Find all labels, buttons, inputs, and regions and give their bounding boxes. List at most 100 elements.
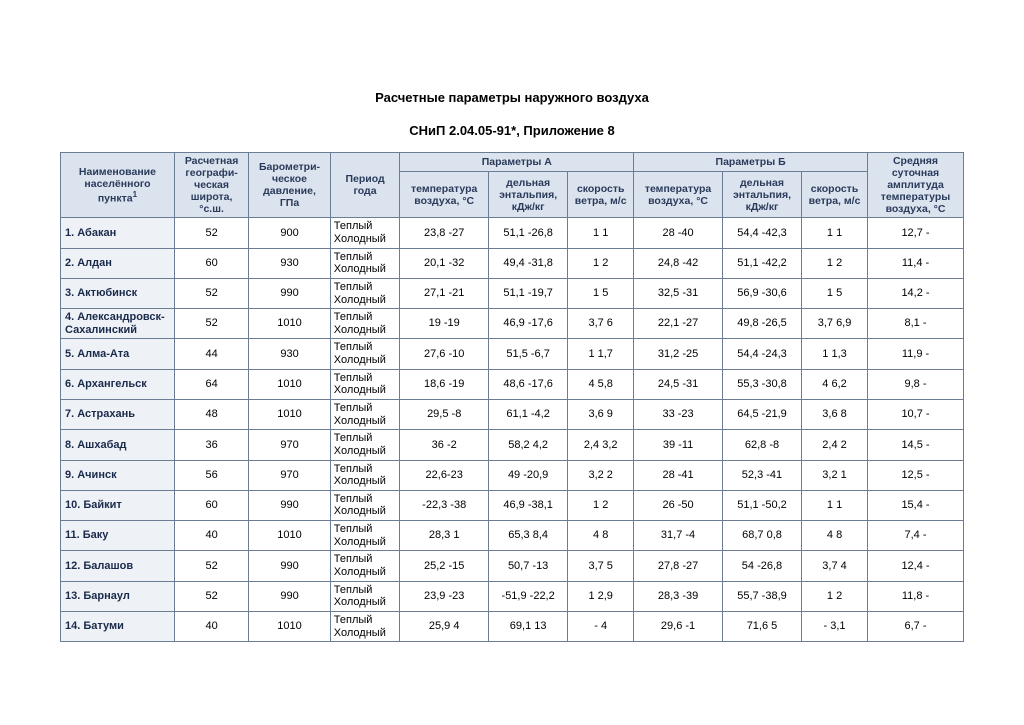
cell-period: ТеплыйХолодный (330, 248, 400, 278)
cell-b-temp: 24,8 -42 (634, 248, 723, 278)
table-row: 7. Астрахань481010ТеплыйХолодный29,5 -86… (61, 400, 964, 430)
table-row: 10. Байкит60990ТеплыйХолодный-22,3 -3846… (61, 490, 964, 520)
cell-baro: 1010 (249, 309, 331, 339)
cell-period: ТеплыйХолодный (330, 309, 400, 339)
col-lat: Расчетная географи­ческая широта, °с.ш. (174, 153, 248, 218)
table-row: 9. Ачинск56970ТеплыйХолодный22,6-2349 -2… (61, 460, 964, 490)
cell-b-temp: 24,5 -31 (634, 369, 723, 399)
cell-a-wind: 1 5 (568, 278, 634, 308)
cell-b-enth: 62,8 -8 (722, 430, 801, 460)
cell-b-enth: 71,6 5 (722, 611, 801, 641)
cell-a-temp: 28,3 1 (400, 521, 489, 551)
cell-lat: 36 (174, 430, 248, 460)
cell-name: 3. Актюбинск (61, 278, 175, 308)
cell-name: 13. Барнаул (61, 581, 175, 611)
cell-b-enth: 54 -26,8 (722, 551, 801, 581)
cell-a-temp: 25,9 4 (400, 611, 489, 641)
table-row: 1. Абакан52900ТеплыйХолодный23,8 -2751,1… (61, 218, 964, 248)
cell-period: ТеплыйХолодный (330, 521, 400, 551)
cell-a-enth: 51,5 -6,7 (489, 339, 568, 369)
cell-period: ТеплыйХолодный (330, 460, 400, 490)
cell-b-temp: 28,3 -39 (634, 581, 723, 611)
cell-b-wind: 1 2 (802, 581, 868, 611)
cell-name: 8. Ашхабад (61, 430, 175, 460)
table-row: 12. Балашов52990ТеплыйХолодный25,2 -1550… (61, 551, 964, 581)
cell-a-temp: 23,9 -23 (400, 581, 489, 611)
cell-amp: 12,4 - (868, 551, 964, 581)
cell-name: 2. Алдан (61, 248, 175, 278)
cell-b-temp: 32,5 -31 (634, 278, 723, 308)
cell-b-wind: 3,6 8 (802, 400, 868, 430)
cell-baro: 970 (249, 430, 331, 460)
cell-b-enth: 52,3 -41 (722, 460, 801, 490)
page-subtitle: СНиП 2.04.05-91*, Приложение 8 (60, 123, 964, 138)
cell-amp: 11,8 - (868, 581, 964, 611)
cell-b-enth: 54,4 -24,3 (722, 339, 801, 369)
cell-amp: 6,7 - (868, 611, 964, 641)
cell-a-wind: 1 2 (568, 490, 634, 520)
cell-name: 9. Ачинск (61, 460, 175, 490)
cell-a-enth: 49,4 -31,8 (489, 248, 568, 278)
cell-lat: 52 (174, 309, 248, 339)
col-b-temp: температура воздуха, °С (634, 172, 723, 218)
cell-b-wind: 4 8 (802, 521, 868, 551)
cell-a-enth: 49 -20,9 (489, 460, 568, 490)
table-row: 3. Актюбинск52990ТеплыйХолодный27,1 -215… (61, 278, 964, 308)
cell-period: ТеплыйХолодный (330, 339, 400, 369)
cell-b-wind: 2,4 2 (802, 430, 868, 460)
cell-b-temp: 33 -23 (634, 400, 723, 430)
cell-b-temp: 22,1 -27 (634, 309, 723, 339)
cell-lat: 48 (174, 400, 248, 430)
cell-a-wind: 1 1,7 (568, 339, 634, 369)
col-a-temp: температура воздуха, °С (400, 172, 489, 218)
table-row: 11. Баку401010ТеплыйХолодный28,3 165,3 8… (61, 521, 964, 551)
cell-period: ТеплыйХолодный (330, 400, 400, 430)
cell-a-enth: 61,1 -4,2 (489, 400, 568, 430)
cell-a-wind: 4 5,8 (568, 369, 634, 399)
cell-b-temp: 31,2 -25 (634, 339, 723, 369)
cell-b-temp: 27,8 -27 (634, 551, 723, 581)
cell-baro: 1010 (249, 521, 331, 551)
cell-a-wind: 1 2,9 (568, 581, 634, 611)
cell-period: ТеплыйХолодный (330, 611, 400, 641)
cell-amp: 14,5 - (868, 430, 964, 460)
cell-b-wind: 1 2 (802, 248, 868, 278)
col-b-enth: дельная энтальпия, кДж/кг (722, 172, 801, 218)
cell-amp: 12,7 - (868, 218, 964, 248)
header-row-1: Наименование населённого пункта1 Расчетн… (61, 153, 964, 172)
cell-amp: 7,4 - (868, 521, 964, 551)
cell-b-wind: 3,2 1 (802, 460, 868, 490)
cell-a-wind: 1 1 (568, 218, 634, 248)
cell-baro: 990 (249, 551, 331, 581)
cell-period: ТеплыйХолодный (330, 581, 400, 611)
cell-period: ТеплыйХолодный (330, 278, 400, 308)
cell-name: 5. Алма-Ата (61, 339, 175, 369)
col-a-wind: скорость ветра, м/с (568, 172, 634, 218)
col-group-b: Параметры Б (634, 153, 868, 172)
cell-b-enth: 56,9 -30,6 (722, 278, 801, 308)
cell-baro: 990 (249, 490, 331, 520)
cell-baro: 1010 (249, 400, 331, 430)
col-b-wind: скорость ветра, м/с (802, 172, 868, 218)
cell-lat: 52 (174, 551, 248, 581)
cell-name: 10. Байкит (61, 490, 175, 520)
cell-a-temp: 27,1 -21 (400, 278, 489, 308)
cell-a-wind: 1 2 (568, 248, 634, 278)
table-row: 6. Архангельск641010ТеплыйХолодный18,6 -… (61, 369, 964, 399)
cell-a-temp: 18,6 -19 (400, 369, 489, 399)
cell-a-enth: 51,1 -26,8 (489, 218, 568, 248)
table-row: 2. Алдан60930ТеплыйХолодный20,1 -3249,4 … (61, 248, 964, 278)
cell-a-temp: 27,6 -10 (400, 339, 489, 369)
cell-period: ТеплыйХолодный (330, 369, 400, 399)
cell-lat: 52 (174, 278, 248, 308)
col-group-a: Параметры А (400, 153, 634, 172)
cell-a-enth: 48,6 -17,6 (489, 369, 568, 399)
cell-a-temp: 36 -2 (400, 430, 489, 460)
cell-a-enth: -51,9 -22,2 (489, 581, 568, 611)
cell-lat: 40 (174, 611, 248, 641)
climate-table: Наименование населённого пункта1 Расчетн… (60, 152, 964, 642)
cell-name: 11. Баку (61, 521, 175, 551)
cell-b-enth: 54,4 -42,3 (722, 218, 801, 248)
col-name: Наименование населённого пункта1 (61, 153, 175, 218)
col-period: Период года (330, 153, 400, 218)
